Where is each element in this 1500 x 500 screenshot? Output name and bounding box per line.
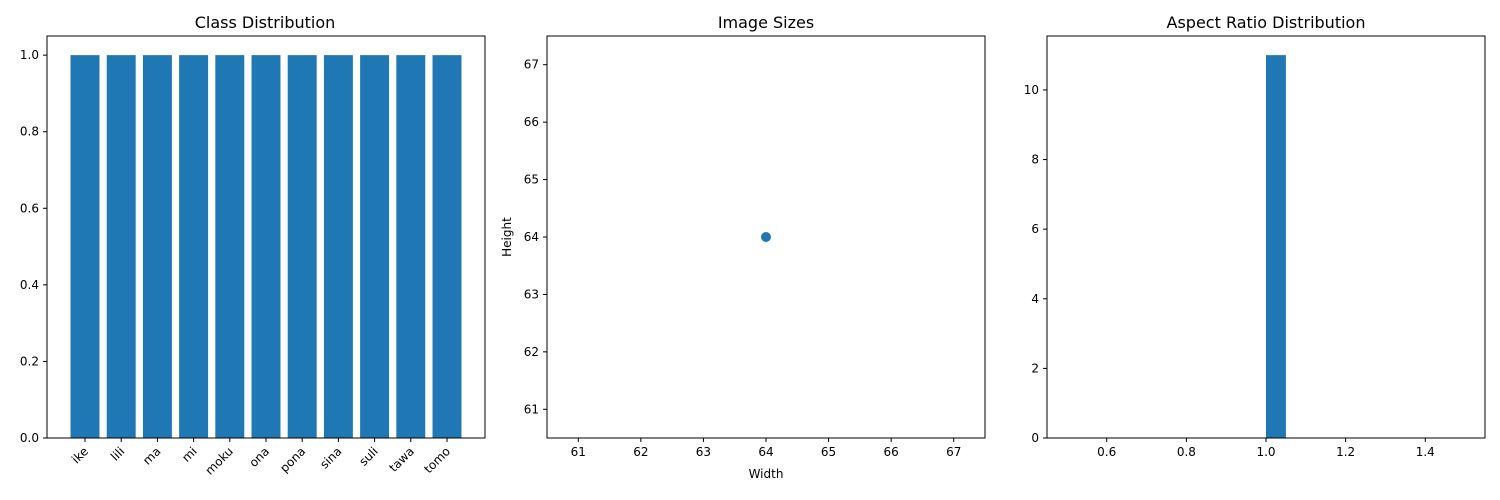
x-tick-label: 65 — [821, 445, 836, 459]
y-tick-label: 0.4 — [20, 278, 39, 292]
bar — [396, 55, 426, 439]
y-tick-label: 4 — [1031, 292, 1039, 306]
histogram-bar — [1266, 55, 1286, 439]
bar — [432, 55, 462, 439]
x-tick-label: 67 — [946, 445, 961, 459]
y-tick-label: 61 — [524, 402, 539, 416]
chart-title: Image Sizes — [718, 13, 814, 32]
y-tick-label: 67 — [524, 58, 539, 72]
x-tick-label: 0.6 — [1097, 445, 1116, 459]
y-tick-label: 0 — [1031, 431, 1039, 445]
axes-frame — [1046, 35, 1486, 439]
y-tick-label: 62 — [524, 345, 539, 359]
x-tick-label: 61 — [571, 445, 586, 459]
bar — [251, 55, 281, 439]
y-tick-label: 2 — [1031, 361, 1039, 375]
y-tick-label: 0.6 — [20, 201, 39, 215]
y-tick-label: 0.8 — [20, 125, 39, 139]
bar — [70, 55, 100, 439]
y-tick-label: 0.2 — [20, 354, 39, 368]
bar — [360, 55, 390, 439]
image-sizes-chart: Image Sizes 61 62 63 64 65 66 67 61 62 63 64 65 66 67… — [500, 13, 986, 481]
scatter-point — [761, 232, 771, 242]
axes-frame — [546, 35, 986, 439]
y-axis-label: Height — [500, 217, 514, 257]
bar — [287, 55, 317, 439]
bar — [323, 55, 353, 439]
y-tick-label: 63 — [524, 287, 539, 301]
x-tick-label: 1.2 — [1336, 445, 1355, 459]
y-tick-label: 10 — [1024, 83, 1039, 97]
x-tick-label: 64 — [758, 445, 773, 459]
x-tick-label: 66 — [884, 445, 899, 459]
x-tick-label: 0.8 — [1177, 445, 1196, 459]
y-tick-label: 6 — [1031, 222, 1039, 236]
y-tick-label: 66 — [524, 115, 539, 129]
y-tick-label: 8 — [1031, 153, 1039, 167]
x-axis-label: Width — [749, 467, 784, 481]
bar — [106, 55, 136, 439]
bar — [215, 55, 245, 439]
chart-title: Class Distribution — [195, 13, 336, 32]
class-distribution-chart: Class Distribution ike lili ma mi moku ona pon… — [20, 13, 486, 478]
y-tick-label: 0.0 — [20, 431, 39, 445]
bar — [179, 55, 209, 439]
x-tick-label: 63 — [696, 445, 711, 459]
aspect-ratio-chart: Aspect Ratio Distribution 0.6 0.8 1.0 1.2 1.… — [1024, 13, 1486, 459]
x-tick-label: 1.4 — [1416, 445, 1435, 459]
chart-title: Aspect Ratio Distribution — [1167, 13, 1366, 32]
y-tick-label: 65 — [524, 173, 539, 187]
y-tick-label: 64 — [524, 230, 539, 244]
x-tick-label: 1.0 — [1256, 445, 1275, 459]
y-tick-label: 1.0 — [20, 48, 39, 62]
x-tick-label: 62 — [633, 445, 648, 459]
axes-frame — [46, 35, 486, 439]
bar — [142, 55, 172, 439]
